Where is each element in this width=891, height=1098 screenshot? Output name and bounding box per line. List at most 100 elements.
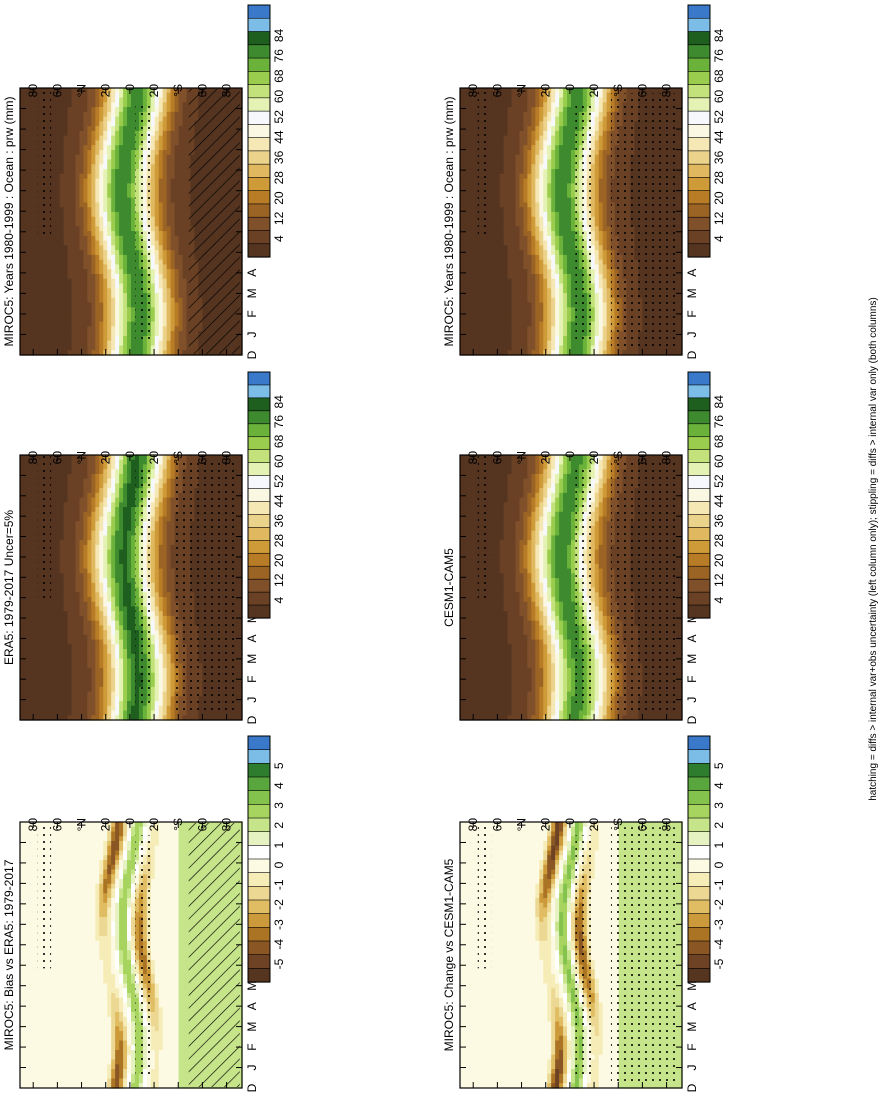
stippling-region [37, 88, 52, 235]
colorbar: 84 76 68 60 52 44 36 28 20 12 4 [247, 371, 286, 619]
colorbar-label: -3 [272, 919, 286, 930]
y-tick-label: M [245, 981, 259, 991]
colorbar-swatch [687, 552, 711, 567]
colorbar-swatch [687, 940, 711, 956]
y-tick-label: F [245, 310, 259, 317]
colorbar-swatch [687, 540, 711, 554]
colorbar-swatch [247, 763, 271, 778]
colorbar-swatch [247, 423, 271, 438]
y-tick-label: D [245, 350, 259, 359]
stippling-region [477, 455, 492, 601]
colorbar-swatch [687, 790, 711, 805]
colorbar-swatch [687, 913, 711, 928]
x-tick-label: 80 [466, 84, 480, 98]
colorbar-swatch [247, 927, 271, 942]
colorbar-swatch [247, 804, 271, 819]
colorbar-swatch [247, 150, 271, 165]
colorbar-swatch [687, 4, 711, 19]
colorbar-swatch [247, 243, 271, 258]
colorbar-label: 44 [272, 130, 286, 144]
colorbar-swatch [687, 968, 711, 983]
colorbar-swatch [687, 858, 711, 874]
colorbar-swatch [247, 886, 271, 901]
colorbar-swatch [247, 776, 271, 792]
colorbar-swatch [687, 84, 711, 99]
colorbar: 84 76 68 60 52 44 36 28 20 12 4 [687, 371, 726, 619]
colorbar-label: 1 [712, 841, 726, 848]
colorbar-label: 84 [272, 395, 286, 409]
colorbar-label: 12 [272, 573, 286, 587]
panel-title: MIROC5: Years 1980-1999 : Ocean : prw (m… [2, 96, 16, 346]
colorbar-swatch [247, 749, 271, 764]
colorbar-label: -2 [712, 899, 726, 910]
colorbar-swatch [687, 886, 711, 901]
x-tick-label: 20 [587, 84, 601, 98]
colorbar-label: 52 [712, 110, 726, 124]
y-tick-label: A [245, 634, 259, 642]
colorbar-swatch [687, 110, 711, 125]
colorbar-swatch [687, 899, 711, 915]
colorbar-swatch [247, 501, 271, 516]
colorbar-swatch [247, 735, 271, 751]
plot-frame [459, 821, 683, 1089]
colorbar-swatch [687, 243, 711, 258]
colorbar-swatch [247, 110, 271, 125]
plot-frame [19, 454, 243, 721]
colorbar-swatch [247, 84, 271, 99]
y-tick-label: A [685, 269, 699, 277]
x-tick-label: °S [171, 818, 185, 831]
colorbar-swatch [247, 954, 271, 969]
colorbar-swatch [247, 527, 271, 541]
colorbar-label: 1 [272, 841, 286, 848]
colorbar-label: 44 [712, 494, 726, 508]
colorbar-label: 2 [272, 822, 286, 829]
stippling-region [610, 93, 678, 350]
hatching-region [188, 89, 240, 354]
colorbar-swatch [687, 124, 711, 139]
y-tick-label: F [685, 676, 699, 683]
y-tick-label: D [685, 350, 699, 359]
colorbar-label: 84 [712, 29, 726, 43]
colorbar-swatch [247, 845, 271, 860]
x-tick-label: 80 [466, 818, 480, 832]
colorbar-swatch [247, 371, 271, 386]
colorbar-swatch [687, 804, 711, 819]
colorbar-swatch [247, 831, 271, 846]
colorbar-swatch [247, 968, 271, 983]
colorbar-swatch [687, 927, 711, 942]
colorbar-label: 36 [272, 514, 286, 528]
colorbar-label: 76 [272, 49, 286, 63]
colorbar-swatch [687, 163, 711, 179]
colorbar-swatch [687, 203, 711, 218]
colorbar-label: 76 [712, 49, 726, 63]
colorbar-label: 28 [712, 534, 726, 548]
colorbar-label: 20 [272, 191, 286, 205]
colorbar-swatch [247, 604, 271, 619]
colorbar-swatch [687, 449, 711, 464]
x-tick-label: 80 [220, 818, 234, 832]
colorbar-swatch [247, 177, 271, 192]
colorbar-swatch [687, 44, 711, 59]
colorbar-swatch [687, 954, 711, 969]
y-tick-label: A [685, 634, 699, 642]
colorbar-swatch [247, 31, 271, 46]
colorbar-swatch [247, 384, 271, 399]
colorbar-swatch [687, 578, 711, 593]
colorbar-swatch [247, 137, 271, 152]
colorbar-swatch [247, 44, 271, 59]
x-tick-label: 60 [195, 818, 209, 832]
colorbar-swatch [687, 397, 711, 412]
x-tick-label: 80 [660, 84, 674, 98]
x-tick-label: 20 [147, 818, 161, 832]
y-tick-label: J [685, 1065, 699, 1071]
x-tick-label: 80 [220, 84, 234, 98]
x-tick-label: 20 [147, 84, 161, 98]
colorbar-label: -3 [712, 919, 726, 930]
x-tick-label: 60 [635, 84, 649, 98]
colorbar: 5 4 3 2 1 0 -1 -2 -3 -4 -5 [247, 735, 286, 983]
colorbar-swatch [687, 735, 711, 751]
colorbar: 5 4 3 2 1 0 -1 -2 -3 -4 -5 [687, 735, 726, 983]
plot-frame [459, 87, 683, 356]
